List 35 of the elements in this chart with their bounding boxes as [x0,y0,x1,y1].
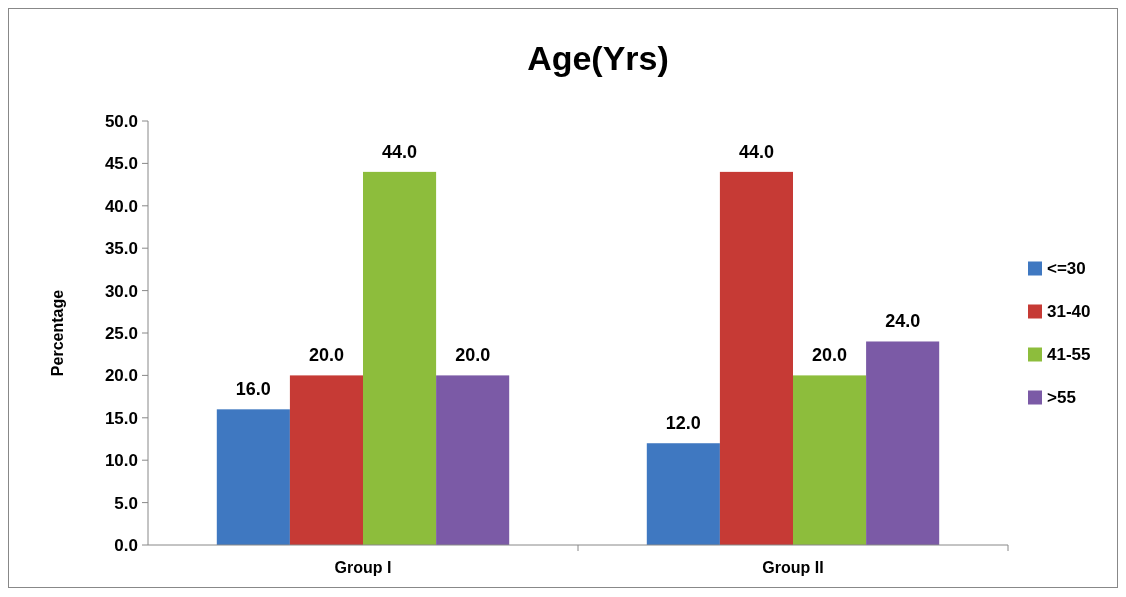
y-tick-label: 15.0 [104,408,138,428]
y-tick-label: 20.0 [104,366,138,386]
legend-label: <=30 [1047,259,1086,279]
bar [216,409,290,545]
data-label: 20.0 [308,345,344,366]
bar [289,375,363,545]
y-tick-label: 45.0 [104,154,138,174]
y-tick-label: 50.0 [104,111,138,131]
bar [719,171,793,545]
data-label: 24.0 [885,311,921,332]
legend-label: 31-40 [1047,302,1091,322]
data-label: 12.0 [665,413,701,434]
x-tick-label: Group II [762,559,824,576]
bar [646,443,720,545]
bar [436,375,510,545]
y-tick-label: 30.0 [104,281,138,301]
y-tick-label: 10.0 [104,451,138,471]
data-label: 16.0 [235,379,271,400]
legend-label: >55 [1047,388,1076,408]
y-tick-label: 0.0 [114,535,138,555]
bar [363,171,437,545]
data-label: 44.0 [738,141,774,162]
x-tick-label: Group I [334,559,392,576]
y-tick-label: 5.0 [114,493,138,513]
y-tick-label: 25.0 [104,323,138,343]
data-label: 44.0 [382,141,418,162]
y-tick-label: 35.0 [104,239,138,259]
y-axis-title: Percentage [49,289,66,377]
legend-label: 41-55 [1047,345,1091,365]
y-tick-label: 40.0 [104,196,138,216]
bar [793,375,867,545]
data-label: 20.0 [455,345,491,366]
data-label: 20.0 [812,345,848,366]
bar [866,341,940,545]
chart-title: Age(Yrs) [527,39,669,77]
